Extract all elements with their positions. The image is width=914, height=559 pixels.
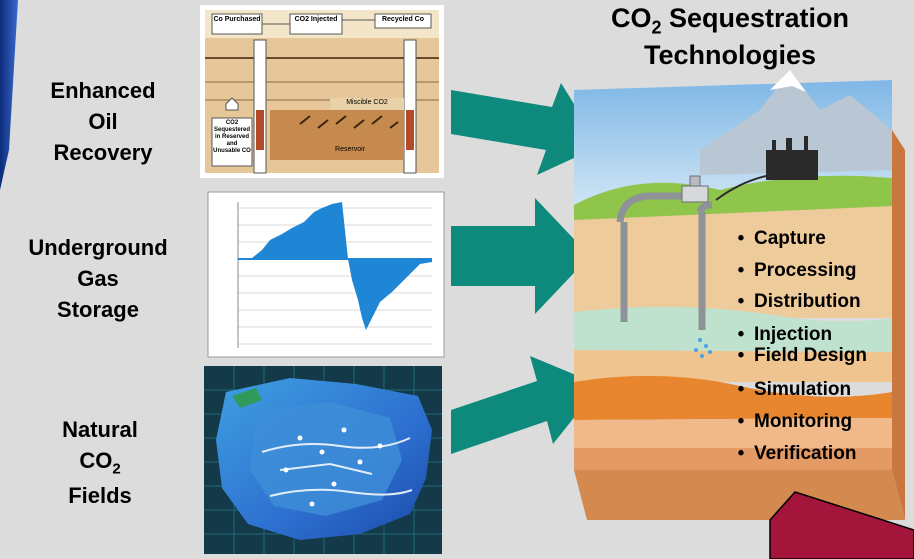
label-enhanced-oil-recovery: Enhanced Oil Recovery: [18, 75, 188, 169]
title-line-1: CO2 Sequestration: [560, 2, 900, 39]
label-line: Oil: [88, 109, 118, 135]
label-underground-gas-storage: Underground Gas Storage: [0, 232, 196, 326]
co2-subscript: 2: [112, 460, 121, 478]
tech-item-injection: Injection: [728, 324, 832, 346]
label-line: Natural: [62, 417, 138, 442]
eor-label-miscible: Miscible CO2: [346, 99, 388, 106]
co2-text: CO: [79, 448, 113, 474]
title-co2-subscript: 2: [651, 17, 662, 38]
arrow-co2-fields: [451, 356, 600, 454]
label-line: Fields: [68, 482, 132, 508]
tech-item-capture: Capture: [728, 228, 826, 250]
label-natural-co2-fields: Natural CO2 Fields: [20, 414, 180, 511]
arrow-gas-storage: [451, 198, 590, 314]
technology-list: Capture Processing Distribution Injectio…: [728, 228, 914, 468]
eor-box-recycled: Recycled Co: [381, 16, 425, 23]
eor-box-purchased: Co Purchased: [213, 16, 261, 23]
label-line: Underground: [28, 235, 168, 260]
gas-storage-injection-area: [238, 202, 348, 259]
tech-item-processing: Processing: [728, 260, 856, 282]
eor-label-reservoir: Reservoir: [335, 146, 365, 153]
tech-item-distribution: Distribution: [728, 291, 861, 313]
eor-box-sequestered: CO2 Sequestered in Reserved and Unusable…: [213, 120, 251, 154]
gas-storage-withdrawal-area: [348, 259, 432, 330]
maroon-corner-shape: [769, 491, 914, 559]
co2-field-map-image: [204, 366, 442, 554]
tech-item-verification: Verification: [728, 443, 856, 465]
label-line: Enhanced: [50, 78, 156, 103]
tech-item-monitoring: Monitoring: [728, 411, 852, 433]
gas-storage-chart-image: [207, 191, 445, 358]
eor-diagram-image: [200, 5, 444, 178]
title-line-2: Technologies: [643, 39, 817, 70]
page-title: CO2 Sequestration Technologies: [560, 2, 900, 71]
title-sequestration: Sequestration: [661, 3, 850, 33]
label-line: CO2: [20, 445, 180, 480]
left-accent-bar: [0, 0, 18, 190]
title-co2: CO: [610, 3, 652, 33]
label-line: Recovery: [53, 140, 153, 166]
tech-item-simulation: Simulation: [728, 379, 851, 401]
arrow-eor: [451, 83, 600, 175]
label-line: Storage: [57, 297, 139, 323]
tech-item-field-design: Field Design: [728, 345, 867, 367]
eor-box-injected: CO2 Injected: [294, 16, 338, 23]
label-line: Gas: [77, 266, 119, 292]
